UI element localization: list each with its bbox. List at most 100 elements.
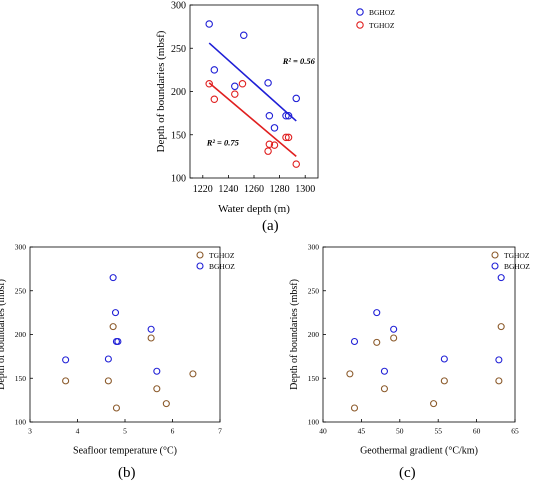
data-point-bghoz xyxy=(350,337,359,346)
legend-marker-tghoz xyxy=(196,251,204,259)
chart-panel-a: 1220 1240 1260 1280 1300 100 150 200 250 300 Water… xyxy=(0,0,550,235)
panel-label-b: (b) xyxy=(118,465,136,481)
data-point-tghoz xyxy=(346,370,354,378)
data-point-bghoz xyxy=(231,82,239,91)
scatter-chart-a: 1220 1240 1260 1280 1300 100 150 200 250 300 Water… xyxy=(155,1,395,216)
data-point-bghoz xyxy=(240,31,248,40)
y-tick-label: 100 xyxy=(171,174,186,185)
legend-label-bghoz: BGHOZ xyxy=(504,262,530,271)
data-point-bghoz xyxy=(265,111,274,120)
data-point-tghoz xyxy=(292,160,300,168)
plot-frame xyxy=(322,246,516,423)
data-point-tghoz xyxy=(153,385,161,393)
legend-label-tghoz: TGHOZ xyxy=(369,21,395,30)
x-tick-label: 60 xyxy=(473,427,481,436)
data-point-tghoz xyxy=(264,147,272,155)
panel-label-c: (c) xyxy=(399,465,416,481)
data-point-tghoz xyxy=(497,323,505,331)
y-tick-label: 300 xyxy=(171,1,186,12)
data-point-tghoz xyxy=(109,323,117,331)
x-tick-label: 1220 xyxy=(193,184,213,195)
data-point-tghoz xyxy=(430,400,438,408)
data-point-bghoz xyxy=(497,274,505,282)
data-point-tghoz xyxy=(104,377,112,385)
data-point-bghoz xyxy=(284,111,293,120)
chart-panel-c: 40 45 50 55 60 65 100 150 200 250 300 Geothermal gr… xyxy=(275,235,550,485)
x-tick-label: 4 xyxy=(76,427,80,436)
data-point-bghoz xyxy=(495,356,503,364)
y-tick-label: 150 xyxy=(171,130,186,141)
data-point-bghoz xyxy=(390,325,398,333)
y-axis-label: Depth of boundaries (mbsf) xyxy=(0,279,7,390)
y-tick-label: 150 xyxy=(15,374,27,383)
y-tick-label: 300 xyxy=(15,243,27,252)
data-point-tghoz xyxy=(147,334,155,342)
data-point-tghoz xyxy=(238,79,247,88)
y-tick-label: 100 xyxy=(15,418,27,427)
y-tick-label: 200 xyxy=(15,330,27,339)
x-tick-label: 40 xyxy=(319,427,327,436)
chart-panel-b: 3 4 5 6 7 100 150 200 250 300 Seafloor temperature… xyxy=(0,235,275,485)
data-point-bghoz xyxy=(440,355,448,363)
data-point-tghoz xyxy=(373,338,381,346)
x-axis-label: Seafloor temperature (°C) xyxy=(73,446,177,457)
y-tick-label: 100 xyxy=(308,418,320,427)
x-tick-label: 55 xyxy=(434,427,442,436)
y-tick-label: 250 xyxy=(171,44,186,55)
y-tick-label: 300 xyxy=(308,243,320,252)
r2-label-tghoz: R² = 0.75 xyxy=(206,138,240,148)
data-point-tghoz xyxy=(270,141,279,149)
y-axis-label: Depth of boundaries (mbsf) xyxy=(289,279,300,390)
legend-marker-bghoz xyxy=(356,8,364,16)
y-tick-label: 200 xyxy=(308,330,320,339)
legend-label-bghoz: BGHOZ xyxy=(369,8,395,17)
x-axis-label: Water depth (m) xyxy=(218,203,290,215)
data-point-tghoz xyxy=(162,400,170,408)
legend-label-tghoz: TGHOZ xyxy=(504,251,530,260)
data-point-tghoz xyxy=(112,404,120,412)
data-point-tghoz xyxy=(380,385,388,393)
legend-marker-bghoz xyxy=(196,262,204,270)
data-point-tghoz xyxy=(390,334,398,342)
panel-label-a: (a) xyxy=(262,218,279,234)
y-axis-label: Depth of boundaries (mbsf) xyxy=(155,30,167,152)
x-tick-label: 45 xyxy=(358,427,366,436)
legend-label-bghoz: BGHOZ xyxy=(209,262,235,271)
y-tick-label: 200 xyxy=(171,87,186,98)
data-point-tghoz xyxy=(62,377,70,385)
data-point-tghoz xyxy=(440,377,448,385)
legend-label-tghoz: TGHOZ xyxy=(209,251,235,260)
fit-line-bghoz xyxy=(208,42,297,122)
data-point-bghoz xyxy=(153,367,161,375)
x-tick-label: 1260 xyxy=(244,184,264,195)
data-point-bghoz xyxy=(147,325,155,333)
r2-label-bghoz: R² = 0.56 xyxy=(282,56,316,66)
plot-frame xyxy=(29,246,221,423)
scatter-chart-c: 40 45 50 55 60 65 100 150 200 250 300 Geothermal gr… xyxy=(289,243,530,457)
data-point-bghoz xyxy=(264,79,272,87)
data-point-tghoz xyxy=(350,404,359,412)
x-tick-label: 7 xyxy=(218,427,222,436)
x-tick-label: 65 xyxy=(511,427,519,436)
data-point-tghoz xyxy=(205,79,213,88)
data-point-bghoz xyxy=(210,66,219,74)
x-tick-label: 3 xyxy=(28,427,32,436)
y-tick-label: 250 xyxy=(308,286,320,295)
legend-marker-tghoz xyxy=(356,21,364,29)
data-point-bghoz xyxy=(270,124,279,132)
x-tick-label: 1300 xyxy=(295,184,315,195)
x-axis-label: Geothermal gradient (°C/km) xyxy=(360,446,478,457)
data-point-bghoz xyxy=(104,355,112,363)
fit-line-tghoz xyxy=(208,82,297,157)
x-tick-label: 6 xyxy=(171,427,175,436)
legend-marker-tghoz xyxy=(491,251,499,259)
plot-frame xyxy=(189,4,319,179)
data-point-tghoz xyxy=(282,133,290,142)
x-tick-label: 50 xyxy=(396,427,404,436)
data-point-bghoz xyxy=(373,309,381,317)
data-point-bghoz xyxy=(282,111,290,120)
data-point-bghoz xyxy=(205,20,213,28)
data-point-bghoz xyxy=(111,309,120,317)
data-point-tghoz xyxy=(189,370,197,378)
data-point-tghoz xyxy=(231,90,239,98)
